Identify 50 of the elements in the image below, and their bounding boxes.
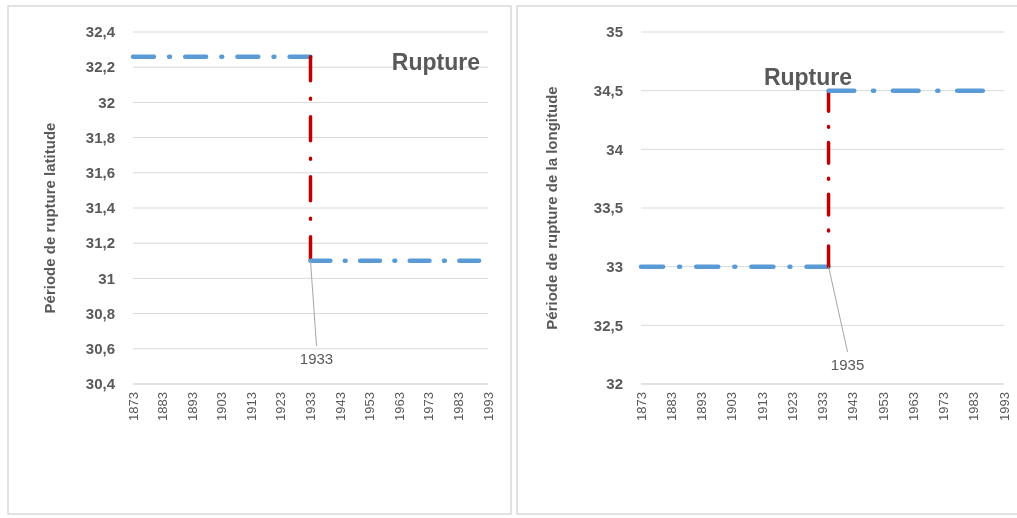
x-tick-label: 1993 — [480, 392, 496, 421]
x-tick-label: 1943 — [332, 392, 348, 421]
y-tick-label: 31,4 — [85, 199, 116, 217]
y-tick-label: 31 — [98, 269, 115, 287]
annotation: 1933 — [299, 350, 334, 367]
x-tick-label: 1963 — [391, 392, 407, 421]
x-tick-label: 1973 — [421, 392, 437, 421]
x-tick-label: 1903 — [214, 392, 230, 421]
x-tick-label: 1913 — [243, 392, 259, 421]
y-tick-label: 34,5 — [593, 81, 623, 99]
y-tick-label: 32,4 — [85, 23, 116, 41]
x-tick-label: 1903 — [724, 392, 740, 421]
y-axis-title: Période de rupture latitude — [41, 122, 58, 314]
x-tick-label: 1873 — [125, 392, 141, 421]
x-tick-label: 1943 — [845, 392, 861, 421]
x-tick-label: 1953 — [875, 392, 891, 421]
annotation: Rupture — [763, 64, 853, 90]
y-tick-label: 33,5 — [593, 199, 623, 217]
y-tick-label: 32,5 — [593, 316, 623, 334]
x-tick-label: 1913 — [754, 392, 770, 421]
x-tick-label: 1893 — [184, 392, 200, 421]
x-tick-label: 1933 — [815, 392, 831, 421]
annotation: 1935 — [830, 356, 865, 373]
y-axis-title: Période de rupture de la longitude — [543, 86, 560, 330]
x-tick-label: 1983 — [966, 392, 982, 421]
x-tick-label: 1933 — [303, 392, 319, 421]
x-tick-label: 1893 — [694, 392, 710, 421]
y-tick-label: 30,6 — [85, 340, 115, 358]
y-tick-label: 32 — [98, 93, 115, 111]
y-tick-label: 32,2 — [85, 58, 115, 76]
x-tick-label: 1873 — [633, 392, 649, 421]
y-tick-label: 34 — [606, 140, 624, 158]
y-tick-label: 31,6 — [85, 164, 115, 182]
x-tick-label: 1923 — [273, 392, 289, 421]
x-tick-label: 1973 — [936, 392, 952, 421]
x-tick-label: 1953 — [362, 392, 378, 421]
y-tick-label: 35 — [606, 23, 623, 41]
y-tick-label: 30,8 — [85, 304, 115, 322]
x-tick-label: 1883 — [663, 392, 679, 421]
x-tick-label: 1963 — [905, 392, 921, 421]
x-tick-label: 1993 — [996, 392, 1012, 421]
y-tick-label: 30,4 — [85, 375, 116, 393]
annotation: Rupture — [391, 49, 480, 75]
y-tick-label: 31,2 — [85, 234, 115, 252]
x-tick-label: 1883 — [155, 392, 171, 421]
y-tick-label: 33 — [606, 257, 623, 275]
y-tick-label: 31,8 — [85, 128, 115, 146]
x-tick-label: 1923 — [784, 392, 800, 421]
x-tick-label: 1983 — [450, 392, 466, 421]
y-tick-label: 32 — [606, 375, 623, 393]
